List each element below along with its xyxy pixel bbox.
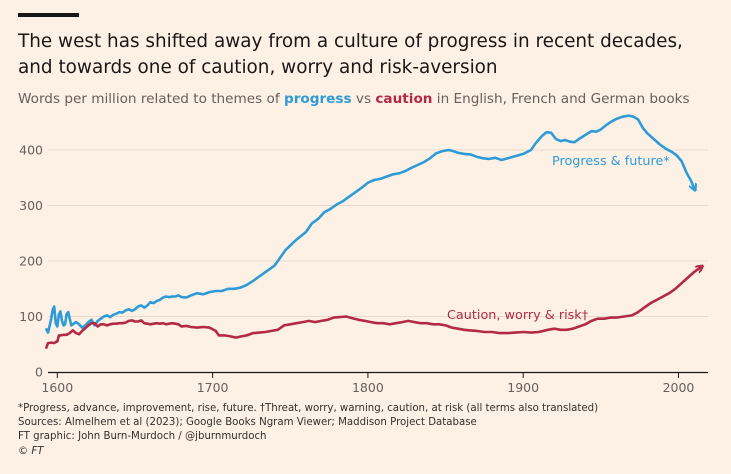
y-tick-label-300: 300: [19, 198, 43, 213]
footnotes: *Progress, advance, improvement, rise, f…: [18, 402, 718, 459]
y-tick-label-400: 400: [19, 143, 43, 158]
subtitle-progress-word: progress: [283, 91, 352, 107]
caution-series-line: [45, 268, 700, 349]
footnote-definitions: *Progress, advance, improvement, rise, f…: [18, 403, 599, 414]
gridlines: [48, 149, 708, 317]
x-tick-label-1700: 1700: [197, 380, 229, 395]
progress-series-label: Progress & future*: [552, 154, 670, 169]
subtitle-caution-word: caution: [375, 91, 433, 107]
caution-series-label: Caution, worry & risk†: [447, 308, 589, 323]
y-tick-label-200: 200: [19, 254, 43, 269]
x-tick-label-1600: 1600: [41, 380, 73, 395]
x-tick-label-1900: 1900: [507, 380, 539, 395]
series-lines: [45, 114, 700, 349]
x-axis: 1600 1700 1800 1900 2000: [41, 371, 708, 395]
progress-series-line: [45, 114, 694, 334]
y-tick-label-100: 100: [19, 309, 43, 324]
series-labels: Progress & future* Caution, worry & risk†: [447, 154, 670, 323]
y-axis-ticks: 0 100 200 300 400: [19, 143, 43, 380]
subtitle-suffix: in English, French and German books: [432, 91, 690, 107]
x-tick-label-2000: 2000: [663, 380, 695, 395]
chart-title: The west has shifted away from a culture…: [18, 31, 683, 78]
footnote-sources: Sources: Almelhem et al (2023); Google B…: [18, 417, 477, 429]
top-rule: [18, 13, 79, 17]
footnote-credit: FT graphic: John Burn-Murdoch / @jburnmu…: [18, 431, 267, 443]
y-tick-label-0: 0: [35, 365, 43, 380]
subtitle-prefix: Words per million related to themes of: [18, 91, 284, 107]
chart-subtitle: Words per million related to themes of p…: [18, 89, 718, 109]
x-tick-label-1800: 1800: [352, 380, 384, 395]
subtitle-middle: vs: [351, 91, 376, 107]
footnote-copyright: © FT: [18, 445, 44, 457]
